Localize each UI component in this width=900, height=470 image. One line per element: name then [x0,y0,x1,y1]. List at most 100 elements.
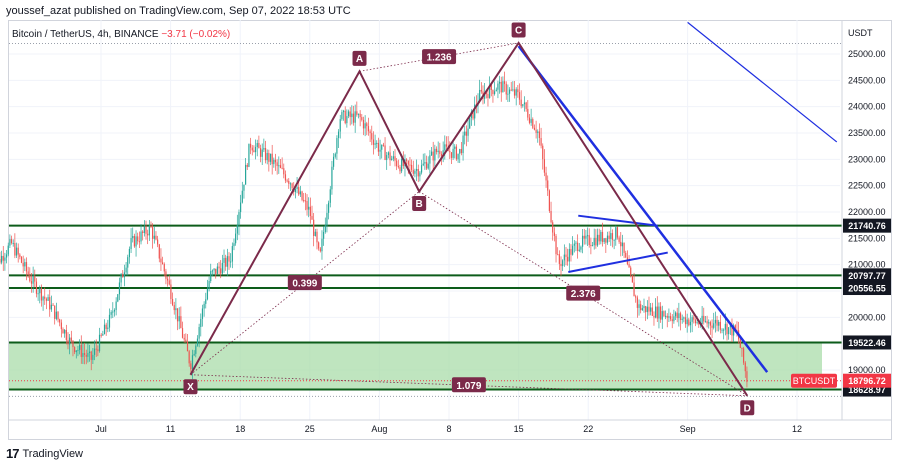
candle-body [301,191,303,200]
candle-body [205,299,207,304]
candle-body [122,274,124,278]
candle-body [630,267,632,276]
candle-body [598,234,600,242]
candle-body [646,306,648,313]
candle-body [552,222,554,233]
candle-body [248,143,250,167]
candle-body [415,168,418,171]
candle-body [394,156,396,161]
candle-body [603,238,605,242]
candle-body [585,235,587,239]
candle-body [200,318,202,328]
trendlines [517,21,838,373]
candle-body [74,347,76,353]
candle-body [249,143,252,148]
candle-body [512,89,514,91]
candle-body [575,242,577,244]
candle-body [188,351,190,364]
horizontal-levels [9,42,842,397]
time-tick-label: 11 [166,424,175,434]
pattern-point-label: A [356,54,363,65]
price-change: −3.71 (−0.02%) [161,29,231,40]
candle-body [15,247,18,256]
candle-body [608,235,610,239]
candle-body [397,166,399,168]
candle-body [245,164,247,185]
candle-body [406,159,408,161]
candle-body [211,270,214,272]
candle-body [210,271,212,282]
candle-body [580,246,582,250]
candle-body [578,249,580,251]
candle-body [474,104,476,119]
candle-body [259,148,262,157]
trendline [687,21,838,143]
chart-frame[interactable] [8,20,892,440]
candle-body [457,153,459,160]
candle-body [274,159,277,163]
candle-body [731,325,733,336]
price-tick-label: 21500.00 [848,233,886,243]
candle-body [688,319,690,326]
candle-body [238,212,240,226]
candle-body [379,149,381,152]
candle-body [714,319,716,324]
candle-body [349,111,351,118]
candle-body [45,298,48,301]
candle-body [616,227,619,238]
candle-body [678,313,680,319]
candle-body [709,322,712,326]
candle-body [220,268,222,274]
candle-body [650,307,652,312]
candle-body [693,317,695,320]
candle-body [484,92,486,99]
candle-body [424,162,426,164]
support-zone [9,342,822,390]
candle-body [191,355,194,370]
candle-body [374,143,376,145]
candle-body [611,233,614,240]
candle-body [110,312,112,315]
candle-body [17,247,19,255]
candle-body [550,210,552,223]
candle-body [276,162,278,167]
candle-body [674,312,677,317]
price-tick-label: 25000.00 [848,49,886,59]
pattern-point-box [352,50,367,66]
candle-body [323,232,325,239]
candle-body [596,234,599,246]
candle-body [27,271,29,276]
candle-body [256,143,258,147]
candle-body [726,323,728,335]
candle-body [460,149,463,154]
candle-body [386,155,388,160]
candle-body [573,243,575,246]
candle-body [103,324,106,335]
candle-body [377,142,380,152]
candle-body [427,163,429,169]
candle-body [487,94,489,98]
candle-body [681,318,683,320]
candle-body [669,316,672,320]
time-tick-label: Jul [95,424,107,434]
ratio-label-box [451,377,486,393]
candle-body [533,127,536,130]
candle-body [208,281,210,289]
candle-body [80,344,82,357]
candle-body [213,268,215,271]
candle-body [648,306,650,312]
candle-body [605,238,607,243]
candle-body [140,231,142,242]
candle-body [362,119,365,129]
candle-body [542,145,544,160]
candle-body [334,153,336,157]
candle-body [163,264,165,272]
candle-body [166,278,169,281]
candle-body [746,371,748,383]
level-tag-box [843,281,891,296]
candle-body [581,235,584,247]
candle-body [268,153,270,162]
candle-body [503,81,506,84]
candle-body [595,237,597,246]
